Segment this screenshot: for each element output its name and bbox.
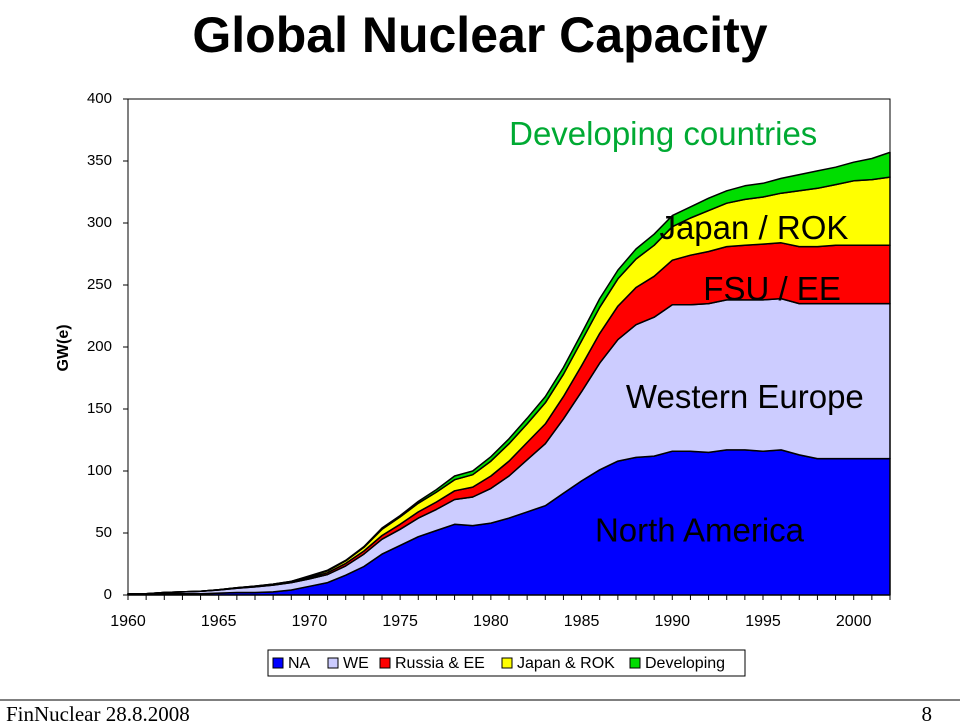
x-tick-label: 1990 [654,613,690,630]
y-tick-label: 150 [87,400,112,417]
legend-swatch [327,657,339,669]
legend-label: WE [343,655,369,672]
region-label-north-america: North America [595,512,805,549]
x-tick-label: 1980 [473,613,509,630]
legend-label: NA [288,655,311,672]
x-tick-label: 1985 [564,613,600,630]
legend-label: Russia & EE [395,655,485,672]
region-label-developing-countries: Developing countries [509,115,817,152]
y-tick-label: 350 [87,152,112,169]
region-label-fsu-ee: FSU / EE [703,270,841,307]
x-tick-label: 2000 [836,613,872,630]
legend-label: Developing [645,655,725,672]
y-tick-label: 250 [87,276,112,293]
x-tick-label: 1975 [382,613,418,630]
y-tick-label: 50 [95,524,112,541]
y-tick-label: 200 [87,338,112,355]
footer-text: FinNuclear 28.8.2008 [6,702,190,726]
page-number: 8 [921,702,933,726]
legend-swatch [501,657,513,669]
x-tick-label: 1995 [745,613,781,630]
chart-y-axis-label: GW(e) [55,324,72,371]
slide-title: Global Nuclear Capacity [192,7,768,63]
x-tick-label: 1965 [201,613,237,630]
y-tick-label: 400 [87,90,112,107]
region-label-western-europe: Western Europe [626,378,864,415]
region-label-japan-rok: Japan / ROK [659,209,848,246]
stacked-area-chart: Developing countries Japan / ROK FSU / EE W… [55,90,891,677]
chart-region-labels: Developing countries Japan / ROK FSU / EE W… [509,115,864,549]
chart-y-ticks: 0 50 100 150 200 250 300 350 400 [87,90,128,603]
y-tick-label: 0 [104,586,112,603]
chart-legend: NA WE Russia & EE Japan & ROK Developing [267,649,746,677]
y-tick-label: 100 [87,462,112,479]
y-tick-label: 300 [87,214,112,231]
y-axis-label: GW(e) [55,324,72,371]
legend-swatch [379,657,391,669]
legend-label: Japan & ROK [517,655,615,672]
footer-divider [0,699,960,701]
x-tick-label: 1970 [292,613,328,630]
chart-x-ticks: 1960 1965 1970 1975 1980 1985 1990 1995 2000 [110,595,891,630]
x-tick-label: 1960 [110,613,146,630]
legend-swatch [629,657,641,669]
legend-swatch [272,657,284,669]
